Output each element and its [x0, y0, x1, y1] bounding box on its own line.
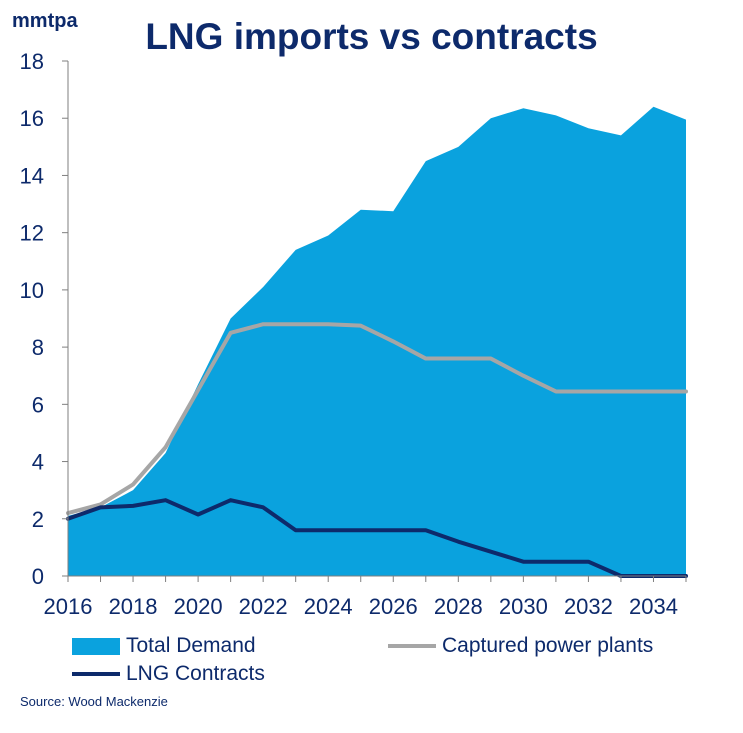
line-series-1: [66, 322, 688, 516]
x-tick-label-2032: 2032: [564, 594, 613, 619]
legend-label-lng-contracts: LNG Contracts: [126, 662, 265, 685]
legend-swatch-total-demand: [72, 637, 120, 655]
x-tick-label-2016: 2016: [44, 594, 93, 619]
legend-swatch-lng-contracts: [72, 672, 120, 676]
y-tick-label-6: 6: [32, 392, 44, 417]
y-tick-label-10: 10: [20, 278, 44, 303]
y-axis-unit-label: mmtpa: [12, 10, 78, 32]
y-tick-label-14: 14: [20, 163, 44, 188]
chart-title: LNG imports vs contracts: [145, 16, 598, 57]
y-tick-label-4: 4: [32, 450, 44, 475]
y-tick-label-8: 8: [32, 335, 44, 360]
x-tick-label-2034: 2034: [629, 594, 678, 619]
legend-item-captured-power-plants: Captured power plants: [388, 634, 653, 658]
y-tick-label-0: 0: [32, 564, 44, 589]
y-tick-label-2: 2: [32, 507, 44, 532]
y-tick-label-18: 18: [20, 49, 44, 74]
x-tick-label-2030: 2030: [499, 594, 548, 619]
x-tick-label-2024: 2024: [304, 594, 353, 619]
source-note: Source: Wood Mackenzie: [20, 694, 168, 709]
legend-label-captured-power-plants: Captured power plants: [442, 634, 654, 657]
x-tick-label-2022: 2022: [239, 594, 288, 619]
x-tick-label-2020: 2020: [174, 594, 223, 619]
y-tick-label-12: 12: [20, 221, 44, 246]
area-series-0: [68, 106, 686, 577]
line-series-2: [66, 498, 688, 578]
y-tick-label-16: 16: [20, 106, 44, 131]
x-tick-label-2026: 2026: [369, 594, 418, 619]
legend-swatch-captured-power-plants: [388, 644, 436, 648]
legend-item-lng-contracts: LNG Contracts: [72, 662, 265, 686]
legend-item-total-demand: Total Demand: [72, 634, 256, 658]
legend-label-total-demand: Total Demand: [126, 634, 256, 657]
x-tick-label-2028: 2028: [434, 594, 483, 619]
x-tick-label-2018: 2018: [109, 594, 158, 619]
